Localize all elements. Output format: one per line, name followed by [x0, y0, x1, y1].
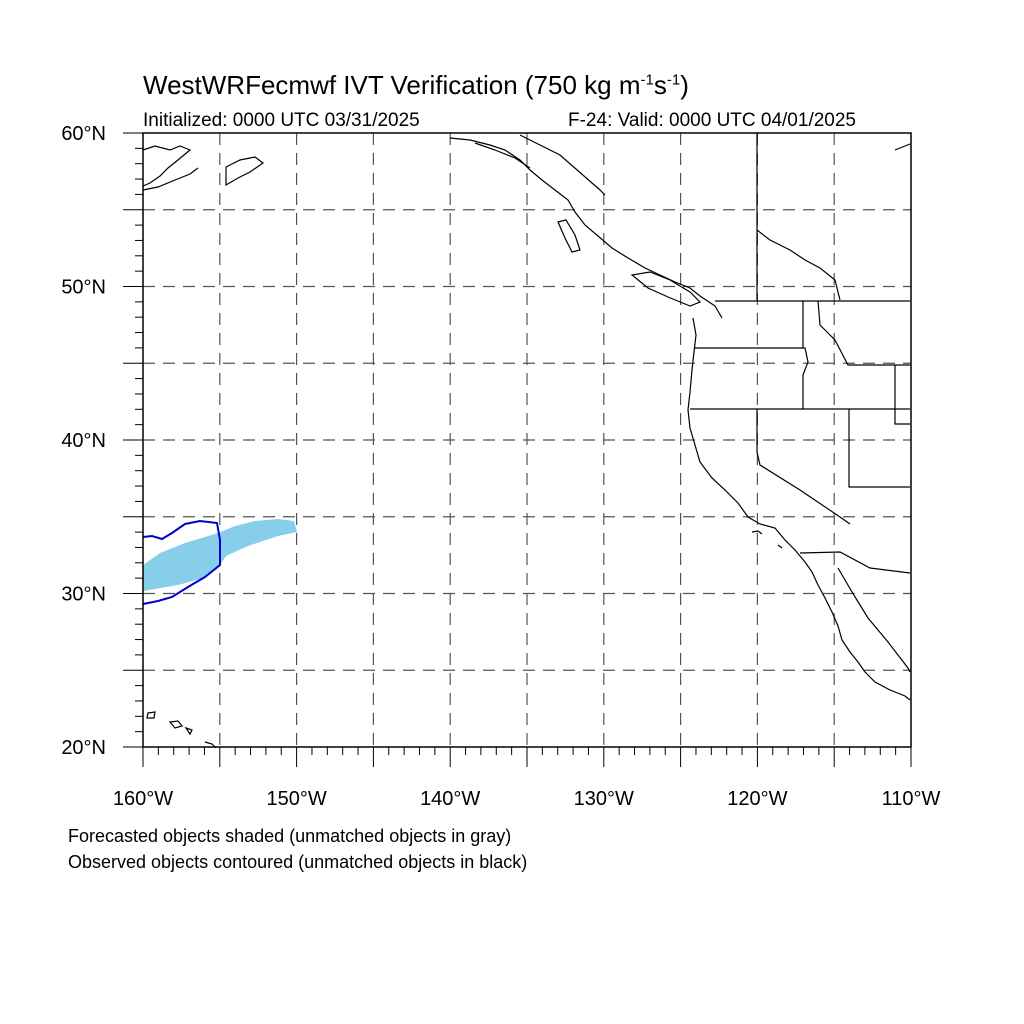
lat-label: 30°N [61, 584, 106, 606]
observed-ivt-contour [142, 519, 221, 605]
map-frame [142, 132, 912, 748]
legend-forecast-note: Forecasted objects shaded (unmatched obj… [68, 826, 512, 846]
lon-label: 160°W [113, 788, 173, 810]
lat-label: 50°N [61, 277, 106, 299]
lon-label: 120°W [727, 788, 787, 810]
grid-lines [143, 133, 911, 747]
legend-observed-note: Observed objects contoured (unmatched ob… [68, 852, 528, 872]
longitude-labels: 160°W 150°W 140°W 130°W 120°W 110°W [113, 788, 941, 810]
latitude-labels: 20°N 30°N 40°N 50°N 60°N [61, 123, 106, 759]
initialized-time: Initialized: 0000 UTC 03/31/2025 [143, 110, 420, 131]
lon-label: 110°W [882, 788, 941, 810]
coastlines [142, 133, 911, 749]
lon-label: 140°W [420, 788, 480, 810]
plot-title: WestWRFecmwf IVT Verification (750 kg m-… [143, 70, 689, 100]
lat-label: 60°N [61, 123, 106, 145]
tick-marks [123, 132, 912, 767]
lat-label: 40°N [61, 430, 106, 452]
lon-label: 150°W [266, 788, 326, 810]
lat-label: 20°N [61, 737, 106, 759]
valid-time: F-24: Valid: 0000 UTC 04/01/2025 [568, 110, 856, 131]
lon-label: 130°W [574, 788, 634, 810]
